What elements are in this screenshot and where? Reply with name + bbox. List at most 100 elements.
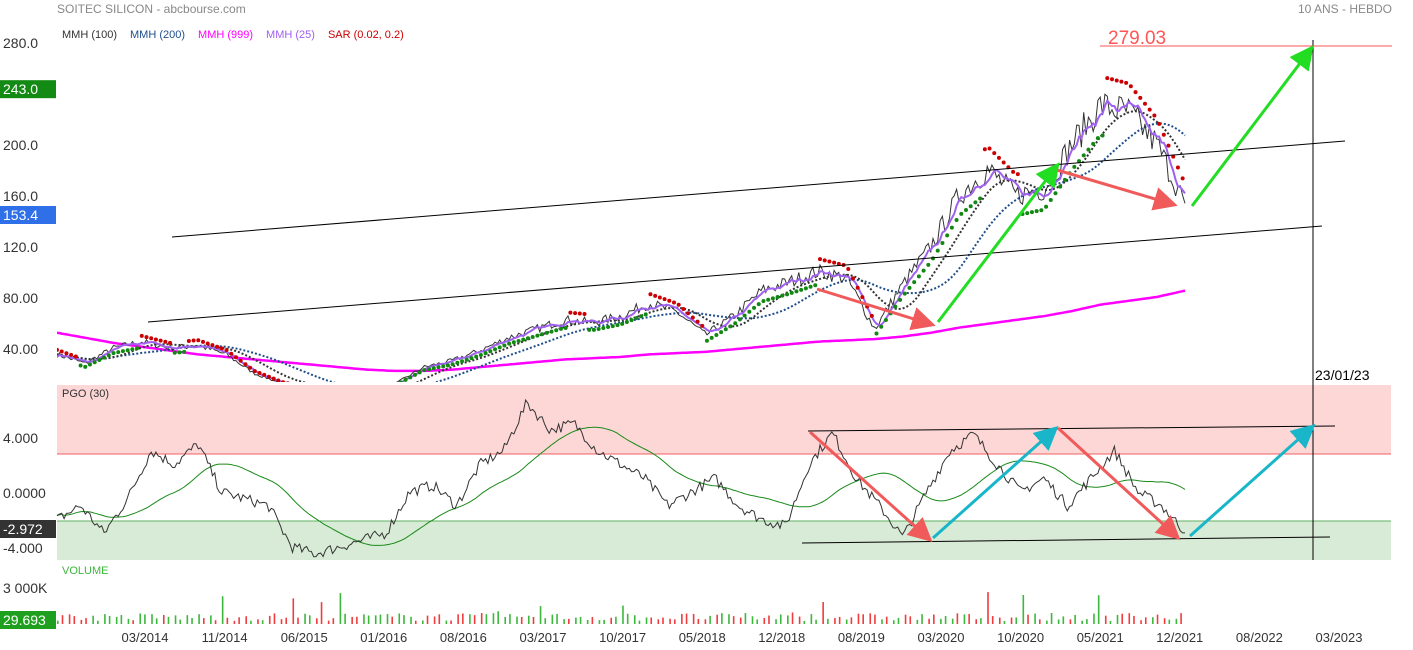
volume-bar: [1128, 613, 1131, 624]
legend-item-3: MMH (25): [266, 29, 315, 41]
volume-bar: [744, 613, 747, 624]
sar-dot: [59, 349, 64, 354]
volume-bar: [944, 616, 947, 624]
sar-dot: [615, 323, 620, 328]
down-arrow[interactable]: [808, 430, 933, 543]
sar-dot: [205, 341, 210, 346]
volume-bar: [379, 614, 382, 624]
down-arrow[interactable]: [1056, 168, 1178, 211]
sar-dot: [106, 353, 111, 358]
upper-channel-line[interactable]: [171, 140, 1346, 238]
volume-bar: [586, 620, 589, 624]
volume-bar: [351, 616, 353, 624]
volume-bar: [473, 615, 476, 624]
sar-dot: [153, 337, 158, 342]
sar-dot: [766, 297, 771, 302]
volume-bar: [115, 616, 118, 624]
volume-bar: [1104, 615, 1107, 624]
y-tick-label: 200.0: [3, 137, 38, 153]
sar-dot: [149, 336, 154, 341]
up-arrow[interactable]: [1190, 45, 1314, 207]
sar-dot: [879, 324, 884, 329]
sar-dot: [210, 343, 215, 348]
sar-dot: [761, 299, 766, 304]
sar-dot: [686, 311, 691, 316]
volume-bar: [768, 615, 770, 624]
volume-bar: [704, 619, 707, 624]
up-arrow[interactable]: [936, 162, 1060, 323]
sar-dot: [57, 347, 59, 352]
volume-bar: [450, 620, 452, 624]
volume-bar: [834, 618, 836, 624]
sar-dot: [959, 211, 964, 216]
sar-dot: [281, 380, 286, 382]
sar-dot: [238, 358, 243, 363]
volume-bar: [657, 619, 660, 624]
sar-dot: [827, 259, 832, 264]
sar-dot: [587, 327, 592, 332]
volume-panel: [57, 592, 1182, 624]
sar-dot: [516, 338, 521, 343]
sar-dot: [412, 372, 417, 377]
sar-dot: [808, 284, 813, 289]
volume-bar: [532, 617, 535, 624]
volume-bar: [692, 613, 695, 624]
sar-dot: [728, 324, 733, 329]
sar-dot: [620, 321, 625, 326]
volume-bar: [485, 614, 488, 624]
sar-dot: [1175, 165, 1180, 170]
volume-bar: [1086, 619, 1088, 624]
sar-dot: [968, 204, 973, 209]
pgo-upper-line[interactable]: [807, 425, 1336, 432]
volume-bar: [963, 614, 966, 624]
x-tick-label: 03/2020: [918, 630, 965, 645]
volume-bar: [120, 615, 123, 624]
pgo-panel: [56, 398, 1186, 558]
sar-dot: [1100, 133, 1105, 138]
sar-dot: [525, 336, 530, 341]
volume-bar: [1152, 617, 1154, 624]
sar-dot: [168, 340, 173, 345]
volume-bar: [763, 617, 766, 624]
volume-bar: [1057, 619, 1060, 624]
sar-dot: [111, 351, 116, 356]
pgo-lower-line[interactable]: [801, 536, 1331, 544]
volume-bar: [881, 619, 883, 624]
up-arrow[interactable]: [1189, 424, 1316, 538]
legend: MMH (100) MMH (200) MMH (999) MMH (25) SAR (…: [62, 29, 404, 41]
legend-item-0: MMH (100): [62, 29, 117, 41]
price-badge-0: 243.0: [3, 81, 38, 97]
sar-dot: [493, 347, 498, 352]
volume-bar: [798, 616, 801, 624]
sar-dot: [700, 323, 705, 328]
volume-bar: [1062, 616, 1065, 624]
sar-dot: [158, 338, 163, 343]
lower-channel-line[interactable]: [147, 225, 1323, 323]
sar-dot: [780, 293, 785, 298]
volume-bar: [214, 620, 217, 624]
up-arrow[interactable]: [932, 426, 1059, 540]
x-tick-label: 05/2018: [679, 630, 726, 645]
volume-bar: [575, 617, 577, 624]
sar-dot: [1039, 208, 1044, 213]
volume-bar: [257, 619, 259, 624]
volume-bar: [598, 620, 601, 624]
down-arrow[interactable]: [1056, 426, 1181, 541]
sar-dot: [398, 380, 403, 382]
badges: 243.0 153.4 -2.972 29.693: [0, 80, 56, 629]
volume-bar: [732, 616, 735, 624]
sar-dot: [676, 302, 681, 307]
sar-dot: [502, 343, 507, 348]
down-arrow[interactable]: [816, 287, 936, 331]
sar-dot: [116, 350, 121, 355]
sar-dot: [530, 334, 535, 339]
volume-bar: [457, 614, 459, 624]
sar-dot: [497, 345, 502, 350]
sar-dot: [610, 324, 615, 329]
sar-dot: [135, 346, 140, 351]
volume-bar: [445, 620, 448, 624]
price-line: [57, 93, 1186, 382]
volume-bar: [1133, 615, 1135, 624]
volume-bar: [151, 614, 153, 624]
y-tick-label: 120.0: [3, 239, 38, 255]
